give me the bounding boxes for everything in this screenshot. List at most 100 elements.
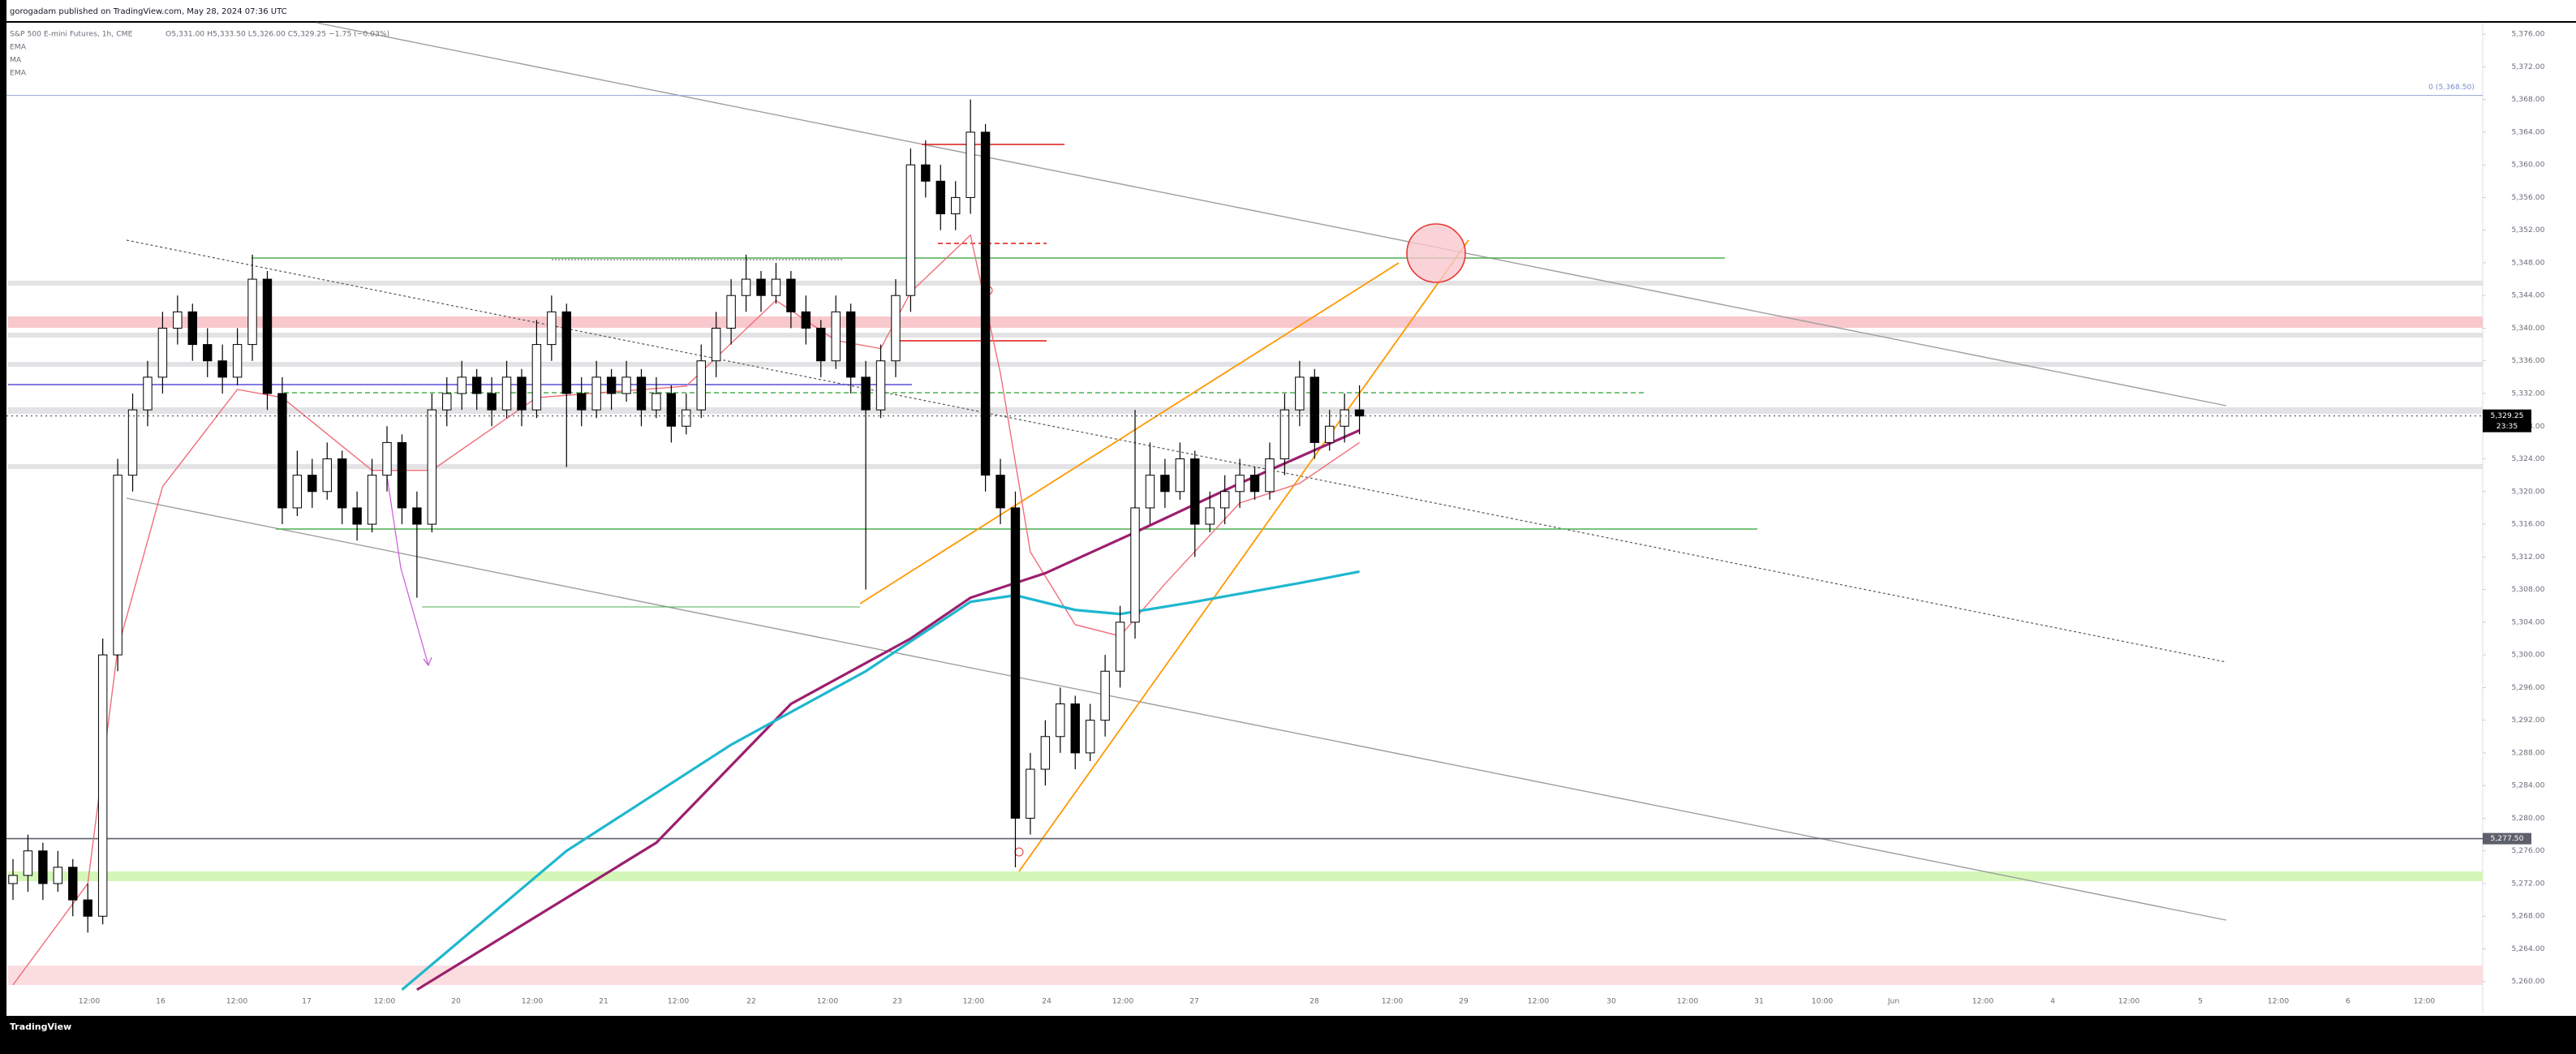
target-circle bbox=[1406, 223, 1466, 283]
demand-zone bbox=[8, 966, 2483, 985]
candle-body bbox=[382, 441, 392, 476]
x-tick-label: 12:00 bbox=[374, 997, 396, 1006]
x-tick-label: 17 bbox=[302, 997, 312, 1006]
x-tick-label: 21 bbox=[599, 997, 609, 1006]
candle-body bbox=[1265, 458, 1275, 493]
y-tick-label: 5,340.00 bbox=[2512, 324, 2545, 333]
candle-body bbox=[247, 278, 257, 346]
y-tick-label: 5,348.00 bbox=[2512, 258, 2545, 267]
y-tick-label: 5,296.00 bbox=[2512, 683, 2545, 692]
candle-body bbox=[996, 475, 1005, 509]
y-tick-label: 5,364.00 bbox=[2512, 127, 2545, 136]
y-tick-label: 5,272.00 bbox=[2512, 879, 2545, 888]
left-border bbox=[0, 0, 6, 1016]
grey-zone bbox=[8, 333, 2483, 338]
candle-body bbox=[845, 311, 856, 378]
x-tick-label: 12:00 bbox=[963, 997, 985, 1006]
x-tick-label: 6 bbox=[2346, 997, 2350, 1006]
last-price-label: 5,329.25 bbox=[2491, 411, 2524, 420]
candle-body bbox=[262, 278, 273, 394]
footer-logo: TradingView bbox=[10, 1022, 71, 1032]
x-tick-label: 28 bbox=[1310, 997, 1319, 1006]
candle-body bbox=[471, 376, 482, 394]
x-tick-label: 12:00 bbox=[522, 997, 544, 1006]
candle-body bbox=[652, 393, 661, 411]
candle-body bbox=[1190, 458, 1200, 525]
y-tick-label: 5,312.00 bbox=[2512, 553, 2545, 561]
candle-body bbox=[756, 278, 766, 296]
y-tick-label: 5,376.00 bbox=[2512, 30, 2545, 39]
y-tick-label: 5,268.00 bbox=[2512, 912, 2545, 921]
x-tick-label: 12:00 bbox=[1972, 997, 1994, 1006]
y-tick-label: 5,284.00 bbox=[2512, 781, 2545, 790]
trend-line bbox=[126, 497, 2227, 921]
x-tick-label: 20 bbox=[451, 997, 461, 1006]
candle-body bbox=[1026, 768, 1035, 819]
y-tick-label: 5,288.00 bbox=[2512, 748, 2545, 757]
grey-zone bbox=[8, 281, 2483, 286]
last-price-tag bbox=[2483, 409, 2531, 432]
candle-body bbox=[726, 295, 736, 329]
candle-body bbox=[591, 376, 601, 411]
drawings bbox=[8, 22, 2483, 985]
legend-entry: EMA bbox=[10, 43, 27, 52]
bar-countdown: 23:35 bbox=[2496, 422, 2518, 431]
candle-body bbox=[561, 311, 571, 394]
x-tick-label: 24 bbox=[1042, 997, 1051, 1006]
candle-body bbox=[861, 376, 871, 411]
candle-body bbox=[232, 344, 243, 378]
candle-body bbox=[1100, 670, 1110, 721]
x-tick-label: 5 bbox=[2198, 997, 2203, 1006]
indicator-line bbox=[416, 428, 1361, 992]
candle-body bbox=[487, 393, 497, 411]
grey-zone bbox=[8, 362, 2483, 367]
candle-body bbox=[157, 327, 168, 378]
candle-body bbox=[412, 507, 422, 525]
candle-body bbox=[83, 899, 92, 917]
candle-body bbox=[921, 164, 931, 182]
x-tick-label: 4 bbox=[2050, 997, 2055, 1006]
resistance-zone bbox=[8, 316, 2483, 328]
x-tick-label: 12:00 bbox=[2414, 997, 2436, 1006]
y-tick-label: 5,360.00 bbox=[2512, 161, 2545, 170]
y-tick-label: 5,264.00 bbox=[2512, 944, 2545, 953]
y-tick-label: 5,352.00 bbox=[2512, 226, 2545, 234]
x-tick-label: 12:00 bbox=[1112, 997, 1134, 1006]
candle-body bbox=[97, 654, 108, 917]
candle-body bbox=[68, 867, 78, 901]
x-tick-label: 16 bbox=[156, 997, 166, 1006]
candle-body bbox=[1340, 409, 1349, 427]
legend-entry: MA bbox=[10, 56, 22, 65]
support-zone bbox=[8, 871, 2483, 881]
candle-body bbox=[53, 867, 63, 884]
candle-body bbox=[517, 376, 527, 411]
candle-body bbox=[696, 360, 706, 411]
candle-body bbox=[397, 441, 407, 509]
x-tick-label: 27 bbox=[1189, 997, 1199, 1006]
x-tick-label: 12:00 bbox=[2268, 997, 2290, 1006]
candle-body bbox=[831, 311, 841, 362]
x-tick-label: 30 bbox=[1606, 997, 1616, 1006]
candle-body bbox=[1115, 622, 1125, 672]
y-tick-label: 5,304.00 bbox=[2512, 617, 2545, 626]
y-tick-label: 5,368.00 bbox=[2512, 95, 2545, 104]
level-tag-label: 5,277.50 bbox=[2491, 834, 2524, 843]
candle-body bbox=[143, 376, 153, 411]
candle-body bbox=[1249, 475, 1260, 493]
grey-zone bbox=[8, 464, 2483, 469]
candle-body bbox=[935, 180, 945, 215]
candle-body bbox=[292, 475, 303, 509]
candle-body bbox=[203, 344, 213, 362]
candle-body bbox=[965, 131, 975, 198]
candle-body bbox=[501, 376, 512, 411]
candle-body bbox=[577, 393, 587, 411]
candle-body bbox=[1219, 491, 1230, 509]
y-tick-label: 5,280.00 bbox=[2512, 814, 2545, 823]
x-tick-label: 10:00 bbox=[1812, 997, 1834, 1006]
candle-body bbox=[23, 850, 33, 876]
candle-body bbox=[801, 311, 811, 329]
candle-body bbox=[666, 393, 677, 427]
candle-body bbox=[173, 311, 183, 329]
y-tick-label: 5,324.00 bbox=[2512, 454, 2545, 463]
